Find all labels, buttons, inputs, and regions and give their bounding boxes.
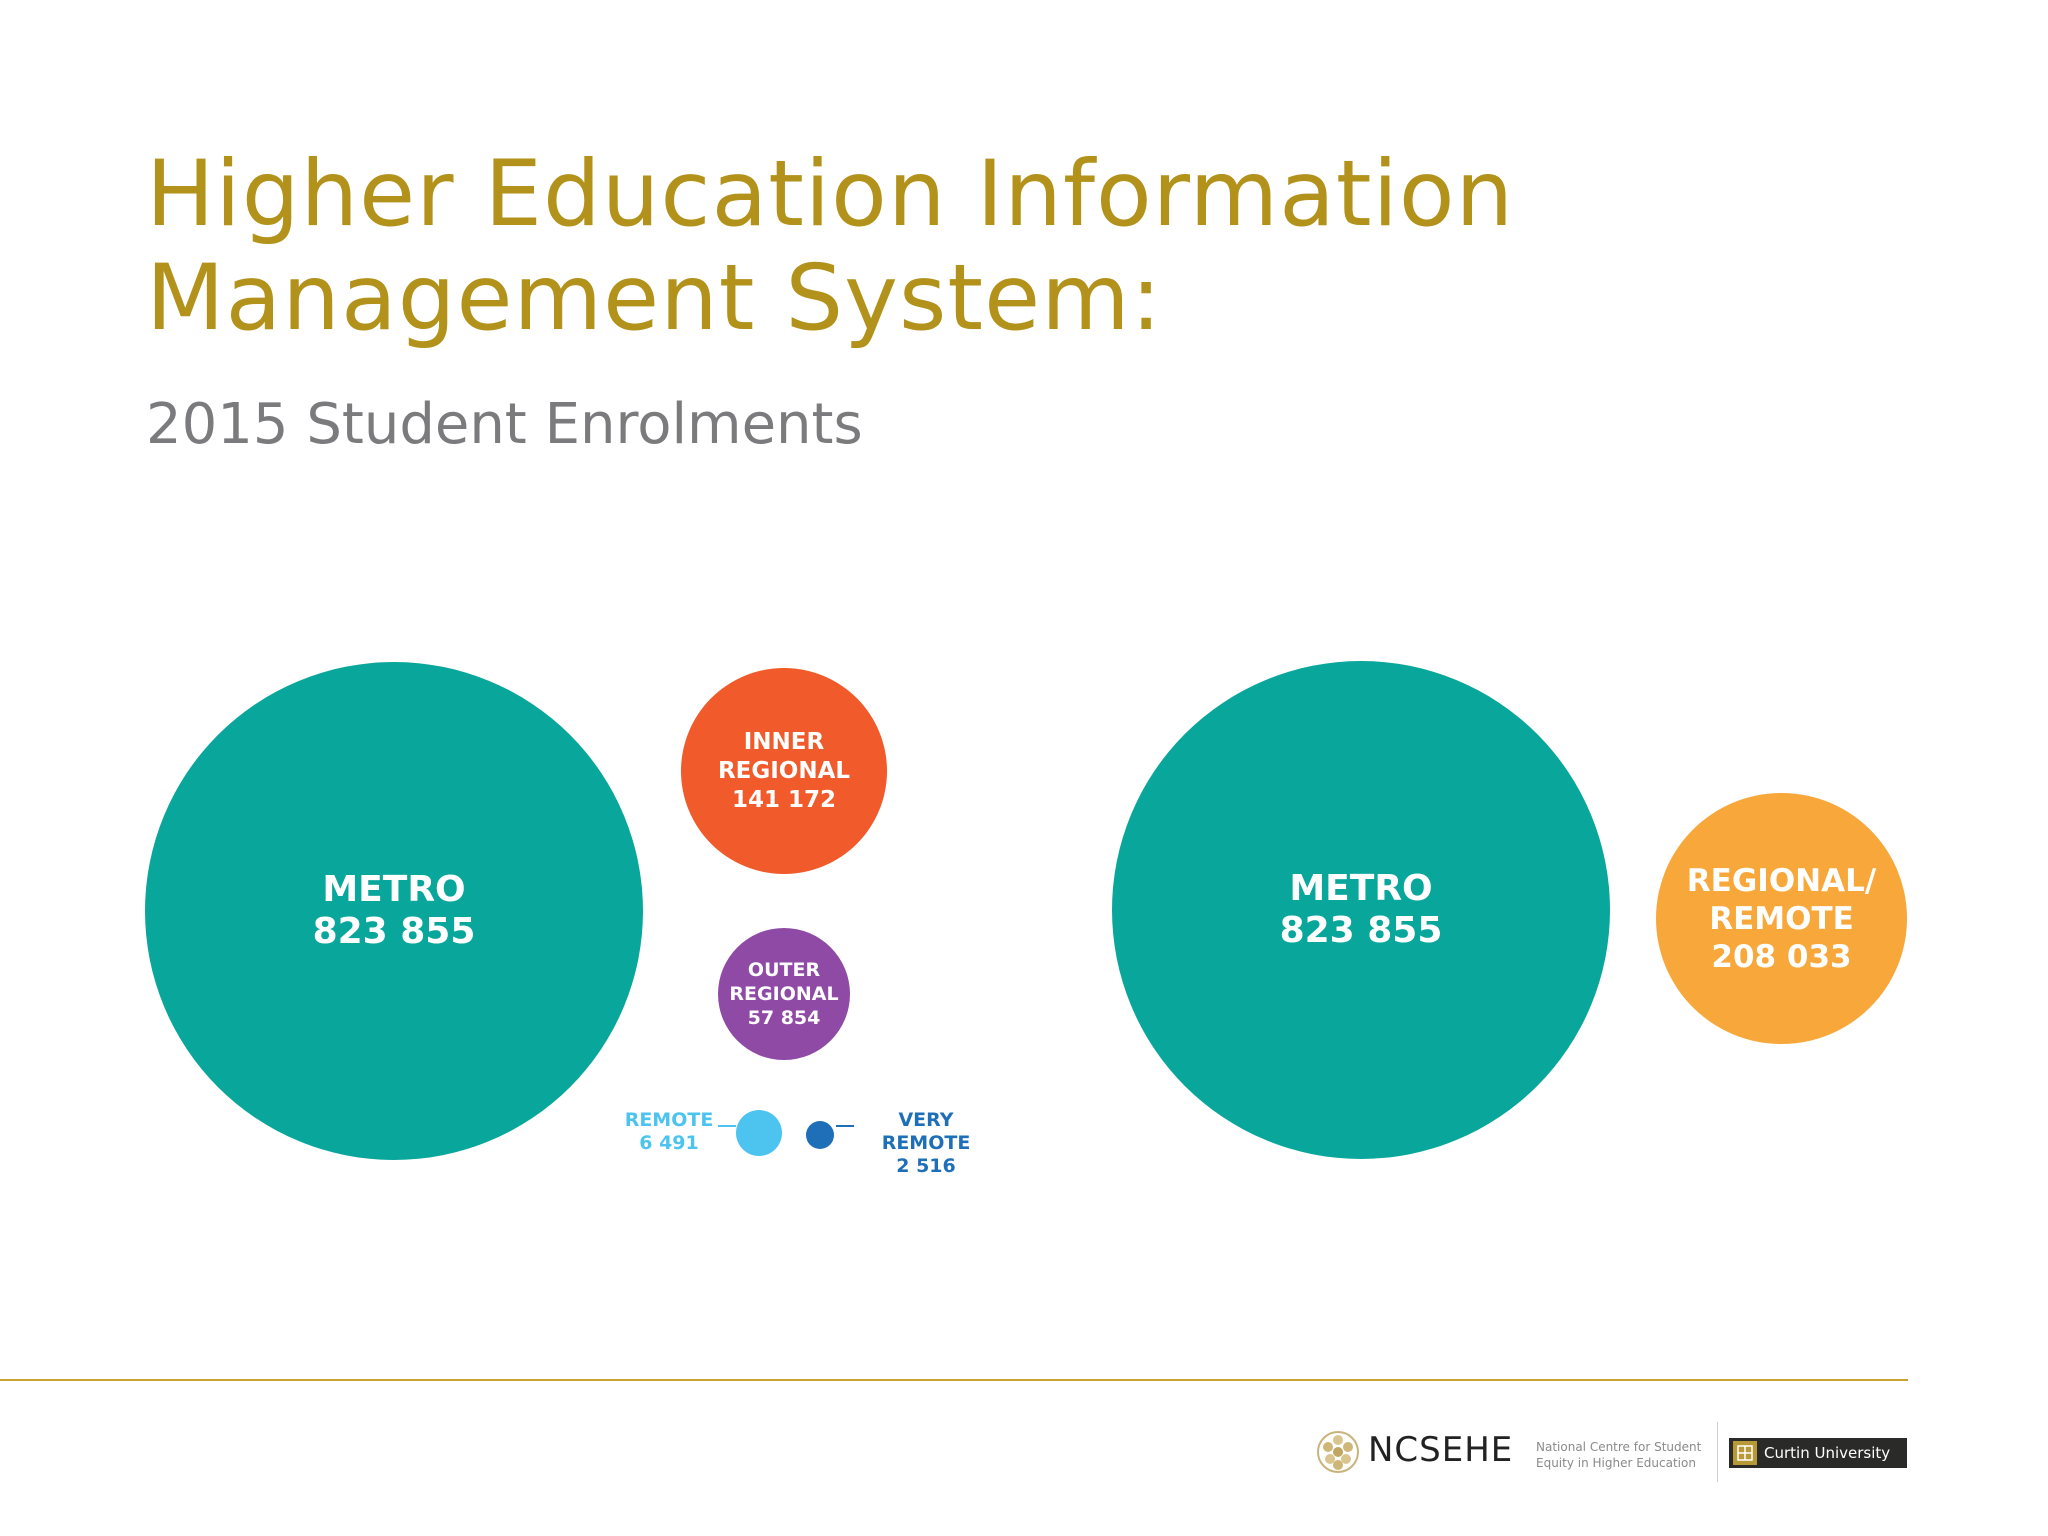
- bubble-remote: [736, 1110, 782, 1156]
- ncsehe-description: National Centre for Student Equity in Hi…: [1536, 1439, 1716, 1471]
- bubble-label: INNER: [743, 728, 825, 755]
- curtin-crest-icon: [1733, 1441, 1757, 1465]
- footer-divider: [0, 1379, 1908, 1381]
- ncsehe-logo-text: NCSEHE: [1368, 1430, 1514, 1470]
- very-remote-label-text: VERY REMOTE: [881, 1109, 971, 1154]
- bubble-label: REGIONAL/: [1686, 862, 1877, 899]
- curtin-logo: Curtin University: [1729, 1438, 1907, 1468]
- bubble-label: OUTER: [747, 959, 821, 981]
- remote-label-text: REMOTE: [624, 1109, 714, 1131]
- page-title: Higher Education Information Management …: [146, 143, 1846, 351]
- logo-separator: [1717, 1422, 1718, 1482]
- curtin-logo-text: Curtin University: [1764, 1444, 1891, 1462]
- remote-label: REMOTE 6 491: [618, 1109, 720, 1155]
- ncsehe-logo-icon: [1317, 1431, 1359, 1473]
- ncsehe-description-line-2: Equity in Higher Education: [1536, 1456, 1696, 1470]
- page-subtitle: 2015 Student Enrolments: [146, 392, 863, 457]
- remote-leader-line: [718, 1125, 736, 1127]
- very-remote-label-value: 2 516: [896, 1155, 956, 1177]
- bubble-regional-remote: REGIONAL/ REMOTE 208 033: [1656, 793, 1907, 1044]
- ncsehe-description-line-1: National Centre for Student: [1536, 1440, 1702, 1454]
- bubble-value: 208 033: [1711, 938, 1852, 975]
- bubble-metro-left: METRO 823 855: [145, 662, 643, 1160]
- bubble-inner-regional: INNER REGIONAL 141 172: [681, 668, 887, 874]
- remote-label-value: 6 491: [639, 1132, 699, 1154]
- bubble-value: 823 855: [1279, 910, 1443, 951]
- bubble-label: REGIONAL: [729, 983, 839, 1005]
- bubble-label: REMOTE: [1709, 900, 1854, 937]
- title-line-2: Management System:: [146, 246, 1163, 351]
- title-line-1: Higher Education Information: [146, 142, 1515, 247]
- bubble-value: 823 855: [312, 911, 476, 952]
- bubble-label: REGIONAL: [717, 757, 851, 784]
- bubble-metro-right: METRO 823 855: [1112, 661, 1610, 1159]
- bubble-value: 141 172: [731, 786, 837, 813]
- bubble-label: METRO: [1289, 868, 1433, 909]
- bubble-very-remote: [806, 1121, 834, 1149]
- very-remote-label: VERY REMOTE 2 516: [854, 1109, 998, 1178]
- bubble-outer-regional: OUTER REGIONAL 57 854: [718, 928, 850, 1060]
- bubble-label: METRO: [322, 869, 466, 910]
- bubble-value: 57 854: [747, 1007, 821, 1029]
- very-remote-leader-line: [836, 1125, 854, 1127]
